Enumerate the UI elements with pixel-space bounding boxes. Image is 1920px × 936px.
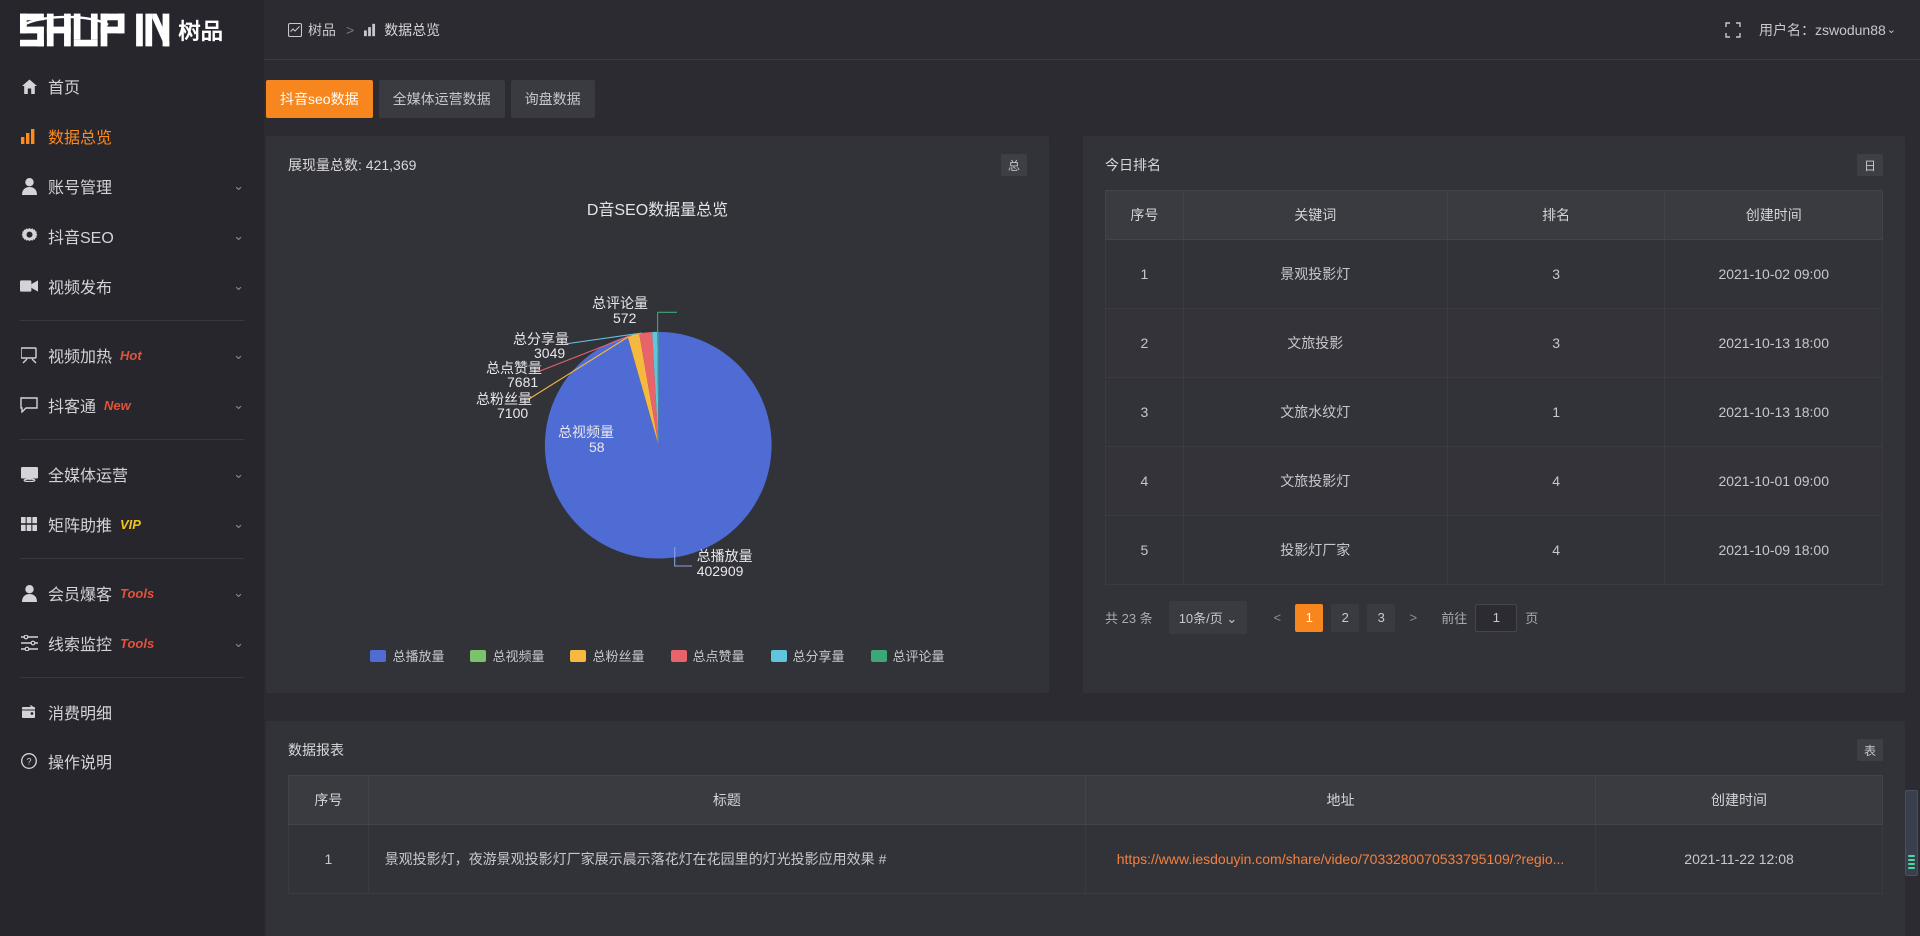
- svg-text:7100: 7100: [497, 405, 528, 421]
- svg-text:总视频量: 总视频量: [558, 424, 614, 440]
- svg-text:402909: 402909: [697, 563, 744, 579]
- svg-text:总播放量: 总播放量: [697, 548, 753, 564]
- svg-text:58: 58: [589, 439, 605, 455]
- svg-text:总评论量: 总评论量: [592, 295, 648, 311]
- svg-text:7681: 7681: [507, 374, 538, 390]
- svg-text:3049: 3049: [534, 345, 565, 361]
- svg-text:树品: 树品: [178, 19, 223, 44]
- svg-text:?: ?: [26, 756, 31, 766]
- svg-text:572: 572: [613, 310, 637, 326]
